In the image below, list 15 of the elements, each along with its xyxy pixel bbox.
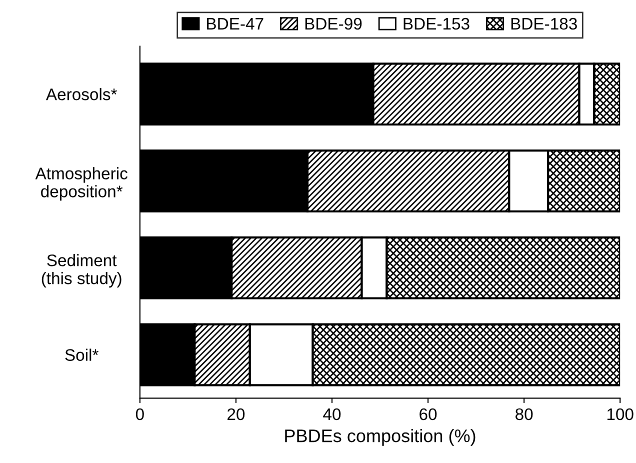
x-tick-label: 40 xyxy=(323,408,341,420)
legend-label: BDE-183 xyxy=(511,18,577,30)
y-tick-label: Aerosols* xyxy=(46,88,117,100)
x-tick-label: 0 xyxy=(136,408,144,420)
legend-label: BDE-153 xyxy=(404,18,470,30)
y-tick-label: Soil* xyxy=(65,348,98,361)
legend-label: BDE-47 xyxy=(207,18,264,30)
y-tick-label: Sediment (this study) xyxy=(42,254,122,288)
x-tick-label: 80 xyxy=(516,408,533,420)
legend-label: BDE-99 xyxy=(305,18,362,30)
y-tick-label: Atmospheric deposition* xyxy=(35,167,128,201)
x-tick-label: 20 xyxy=(228,408,245,420)
x-tick-label: 100 xyxy=(607,408,634,420)
x-axis-title: PBDEs composition (%) xyxy=(285,428,476,446)
x-tick-label: 60 xyxy=(420,408,437,420)
